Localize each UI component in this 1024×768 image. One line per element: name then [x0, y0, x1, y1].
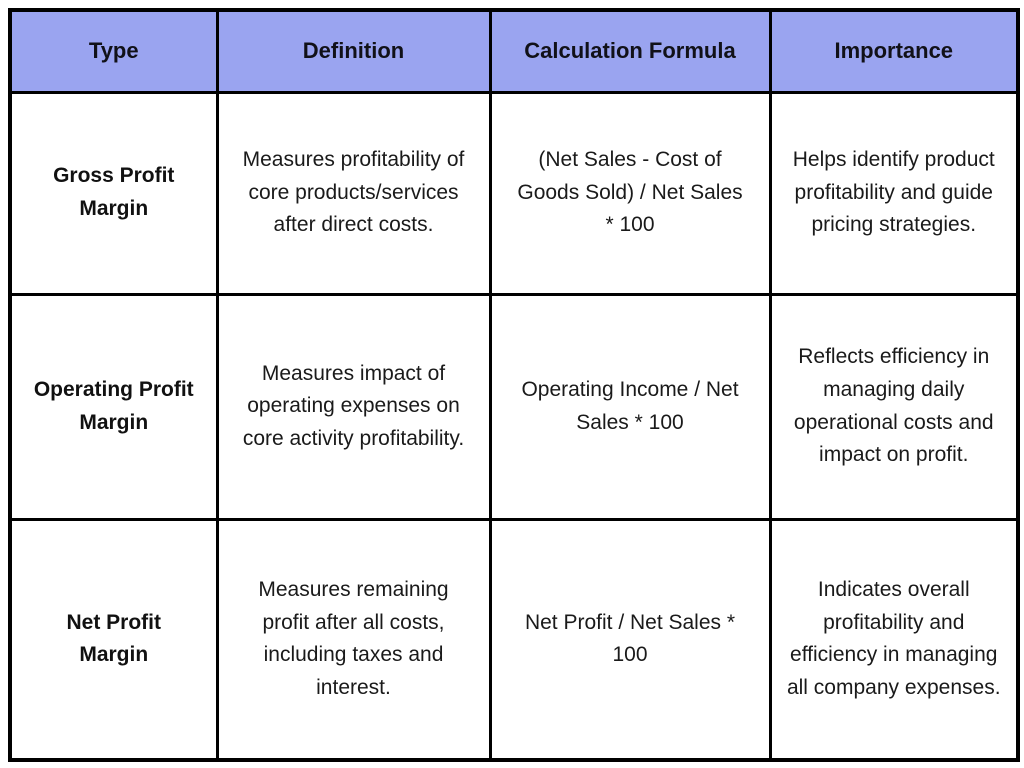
column-header-definition: Definition — [215, 8, 492, 94]
column-header-importance: Importance — [768, 8, 1020, 94]
cell-definition: Measures remaining profit after all cost… — [215, 517, 492, 762]
cell-type: Operating Profit Margin — [8, 292, 219, 521]
profit-margin-table: Type Definition Calculation Formula Impo… — [8, 8, 1020, 762]
cell-importance: Indicates overall profitability and effi… — [768, 517, 1020, 762]
cell-type: Gross Profit Margin — [8, 90, 219, 296]
cell-formula: (Net Sales - Cost of Goods Sold) / Net S… — [488, 90, 772, 296]
cell-definition: Measures impact of operating expenses on… — [215, 292, 492, 521]
table-body: Gross Profit Margin Measures profitabili… — [8, 90, 1020, 762]
table-row: Gross Profit Margin Measures profitabili… — [8, 90, 1020, 296]
table-row: Net Profit Margin Measures remaining pro… — [8, 517, 1020, 762]
cell-importance: Helps identify product profitability and… — [768, 90, 1020, 296]
cell-type: Net Profit Margin — [8, 517, 219, 762]
cell-formula: Operating Income / Net Sales * 100 — [488, 292, 772, 521]
cell-definition: Measures profitability of core products/… — [215, 90, 492, 296]
table-row: Operating Profit Margin Measures impact … — [8, 292, 1020, 521]
column-header-calculation-formula: Calculation Formula — [488, 8, 772, 94]
header-row: Type Definition Calculation Formula Impo… — [8, 8, 1020, 94]
cell-importance: Reflects efficiency in managing daily op… — [768, 292, 1020, 521]
cell-formula: Net Profit / Net Sales * 100 — [488, 517, 772, 762]
table-header: Type Definition Calculation Formula Impo… — [8, 8, 1020, 94]
column-header-type: Type — [8, 8, 219, 94]
